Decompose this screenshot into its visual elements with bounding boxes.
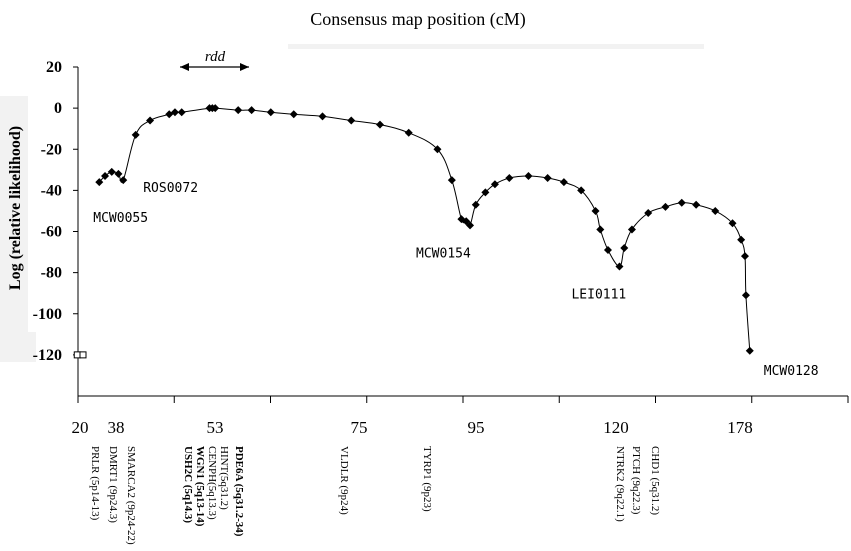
gene-label: PDE6A (5q31.2-34) xyxy=(233,446,245,537)
marker-labels: ROS0072 MCW0055 MCW0154 LEI0111 MCW0128 xyxy=(93,181,818,379)
chart-title: Consensus map position (cM) xyxy=(310,9,526,30)
marker-label: MCW0154 xyxy=(416,246,471,261)
gene-labels: PRLR (5p14-13) DMRT1 (9p24.3) SMARCA2 (9p2… xyxy=(89,446,661,545)
curve-line xyxy=(98,107,751,351)
data-point xyxy=(466,221,475,230)
data-point xyxy=(524,171,533,180)
axes: 20 0 -20 -40 -60 -80 -100 -120 xyxy=(33,59,849,403)
y-tick-label: 0 xyxy=(54,100,62,117)
marker-label: MCW0128 xyxy=(764,364,819,379)
gene-label: NTRK2 (9q22.1) xyxy=(614,446,626,522)
data-point xyxy=(661,202,670,211)
data-point xyxy=(505,174,514,183)
data-point xyxy=(170,108,179,117)
x-tick-label: 178 xyxy=(727,418,753,437)
data-point xyxy=(692,200,701,209)
data-point xyxy=(404,128,413,137)
data-point xyxy=(114,169,123,178)
rdd-label: rdd xyxy=(205,49,226,65)
title-band-shadow xyxy=(288,44,704,49)
marker-label: MCW0055 xyxy=(93,211,148,226)
gene-label: PRLR (5p14-13) xyxy=(89,446,101,521)
data-points xyxy=(73,104,754,359)
ylabel-band-lower xyxy=(0,332,36,362)
data-point xyxy=(559,178,568,187)
gene-label: CHD1 (5q31.2) xyxy=(649,446,661,515)
likelihood-curve xyxy=(98,107,751,351)
gene-label: SMARCA2 (9p24-22) xyxy=(125,446,137,545)
gene-label: USH2C (5q14.3) xyxy=(182,446,194,523)
data-point xyxy=(146,116,155,125)
y-tick-label: 20 xyxy=(46,59,62,76)
x-tick-label: 120 xyxy=(603,418,629,437)
data-point xyxy=(177,108,186,117)
data-point xyxy=(591,206,600,215)
y-tick-label: -40 xyxy=(41,182,62,199)
open-marker xyxy=(73,351,81,359)
y-tick-label: -100 xyxy=(33,306,62,323)
x-tick-label: 75 xyxy=(351,418,368,437)
data-point xyxy=(234,106,243,115)
gene-label: DMRT1 (9p24.3) xyxy=(107,446,119,523)
data-point xyxy=(433,145,442,154)
gene-label: HINT(5q31.2) xyxy=(218,446,230,510)
data-point xyxy=(596,225,605,234)
x-tick-label: 53 xyxy=(207,418,224,437)
data-point xyxy=(490,180,499,189)
y-tick-label: -120 xyxy=(33,347,62,364)
x-tick-labels: 20 38 53 75 95 120 178 xyxy=(72,418,753,437)
data-point xyxy=(289,110,298,119)
data-point xyxy=(471,200,480,209)
data-point xyxy=(211,104,220,113)
data-point xyxy=(318,112,327,121)
rdd-arrow-head-left xyxy=(180,63,189,71)
data-point xyxy=(375,120,384,129)
y-tick-label: -20 xyxy=(41,141,62,158)
data-point xyxy=(711,206,720,215)
rdd-arrow-head-right xyxy=(240,63,249,71)
gene-label: CENPH(5q13.3) xyxy=(206,446,218,520)
data-point xyxy=(728,219,737,228)
data-point xyxy=(119,176,128,185)
data-point xyxy=(677,198,686,207)
y-tick-label: -60 xyxy=(41,224,62,241)
y-axis-label: Log (relative likelihood) xyxy=(7,126,24,290)
data-point xyxy=(107,167,116,176)
data-point xyxy=(266,108,275,117)
data-point xyxy=(131,130,140,139)
data-point xyxy=(247,106,256,115)
gene-label: WGN1 (5q13-14) xyxy=(194,446,206,527)
data-point xyxy=(740,252,749,261)
title-band xyxy=(0,0,851,44)
data-point xyxy=(741,291,750,300)
data-point xyxy=(745,346,754,355)
x-tick-label: 20 xyxy=(72,418,89,437)
data-point xyxy=(347,116,356,125)
data-point xyxy=(481,188,490,197)
x-tick-label: 38 xyxy=(108,418,125,437)
rdd-region: rdd xyxy=(180,49,249,71)
y-tick-label: -80 xyxy=(41,265,62,282)
data-point xyxy=(620,243,629,252)
gene-label: PTCH (9q22.3) xyxy=(630,446,642,515)
data-point xyxy=(737,235,746,244)
data-point xyxy=(543,174,552,183)
data-point xyxy=(644,208,653,217)
data-point xyxy=(577,186,586,195)
data-point xyxy=(603,246,612,255)
open-marker xyxy=(79,351,87,359)
data-point xyxy=(95,178,104,187)
data-point xyxy=(615,262,624,271)
data-point xyxy=(447,176,456,185)
gene-label: VLDLR (9p24) xyxy=(338,446,350,515)
ylabel-band xyxy=(0,96,28,332)
marker-label: ROS0072 xyxy=(143,181,198,196)
marker-label: LEI0111 xyxy=(571,287,626,302)
data-point xyxy=(101,171,110,180)
gene-label: TYRP1 (9p23) xyxy=(421,446,433,512)
data-point xyxy=(627,225,636,234)
x-tick-label: 95 xyxy=(468,418,485,437)
